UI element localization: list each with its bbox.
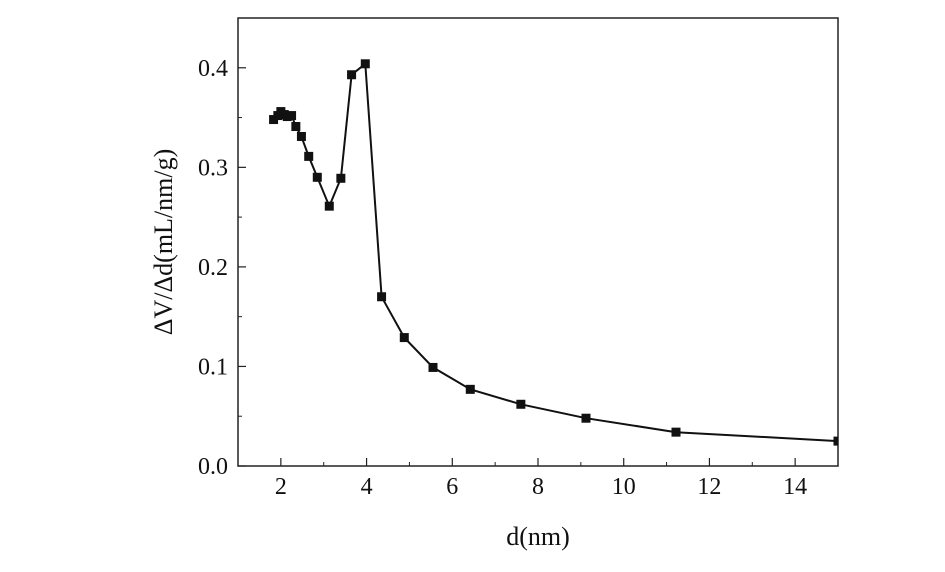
- data-point-marker: [347, 70, 357, 80]
- data-point-marker: [671, 427, 681, 437]
- data-point-marker: [291, 122, 301, 132]
- x-tick-label: 10: [612, 474, 636, 500]
- plot-frame: [237, 17, 839, 467]
- data-point-marker: [377, 292, 387, 302]
- y-axis-ticks: 0.0 0.1 0.2 0.3 0.4: [198, 56, 246, 480]
- data-point-marker: [312, 172, 322, 182]
- y-tick-label: 0.0: [198, 454, 228, 480]
- data-point-marker: [324, 201, 334, 211]
- data-point-marker: [304, 151, 314, 161]
- data-point-marker: [336, 173, 346, 183]
- y-axis-label: ΔV/Δd(mL/nm/g): [149, 149, 178, 336]
- series-layer: [269, 59, 839, 446]
- data-point-marker: [428, 362, 438, 372]
- data-point-marker: [287, 111, 297, 121]
- x-tick-label: 14: [783, 474, 807, 500]
- x-tick-label: 2: [275, 474, 287, 500]
- y-tick-label: 0.3: [198, 155, 228, 181]
- x-axis-label: d(nm): [506, 522, 570, 551]
- x-tick-label: 4: [361, 474, 373, 500]
- data-point-marker: [360, 59, 370, 69]
- data-point-marker: [465, 384, 475, 394]
- data-point-marker: [516, 399, 526, 409]
- data-point-marker: [296, 131, 306, 141]
- x-tick-label: 8: [532, 474, 544, 500]
- x-axis-ticks: 2 4 6 8 10 12 14: [237, 458, 839, 500]
- data-point-marker: [581, 413, 591, 423]
- y-tick-label: 0.1: [198, 354, 228, 380]
- x-tick-label: 12: [697, 474, 721, 500]
- data-point-marker: [833, 436, 838, 446]
- y-tick-label: 0.4: [198, 56, 228, 82]
- y-tick-label: 0.2: [198, 255, 228, 281]
- series-line: [272, 61, 839, 443]
- x-tick-label: 6: [446, 474, 458, 500]
- data-point-marker: [399, 333, 409, 343]
